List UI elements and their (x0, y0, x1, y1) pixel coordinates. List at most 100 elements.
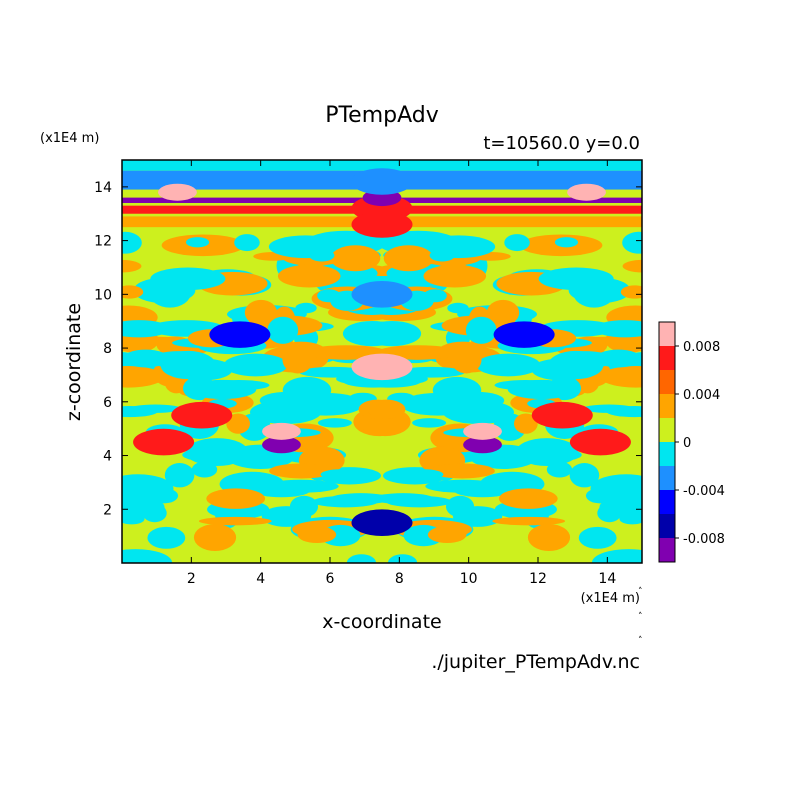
contour-patch (386, 496, 452, 507)
y-tick-label: 4 (103, 449, 112, 465)
colorbar-tick-label: 0 (683, 436, 691, 451)
contour-patch (466, 317, 497, 344)
contour-patch (555, 237, 578, 247)
colorbar-tick-label: -0.004 (683, 484, 725, 499)
tick-marker: ˄ (638, 587, 643, 597)
x-tick-label: 6 (326, 571, 335, 587)
colorbar-segment (659, 418, 675, 442)
colorbar-segment (659, 490, 675, 514)
contour-patch (309, 250, 334, 262)
tick-marker: ˄ (638, 612, 643, 622)
contour-patch (476, 354, 540, 377)
contour-patch (312, 496, 378, 507)
contour-patch (197, 441, 230, 463)
contour-patch (594, 320, 655, 337)
contour-patch (318, 418, 352, 427)
contour-patch (192, 462, 217, 478)
contour-patch (151, 351, 207, 369)
x-unit-label: (x1E4 m) (581, 591, 640, 606)
contour-patch (282, 345, 313, 373)
contour-patch (450, 392, 505, 409)
contour-patch (331, 245, 381, 271)
contour-patch (528, 524, 570, 551)
contour-patch (621, 285, 649, 298)
contour-patch (495, 380, 557, 390)
colorbar-tick-label: -0.008 (683, 532, 725, 547)
colorbar-tick-label: 0.004 (683, 388, 720, 403)
contour-patch (622, 232, 656, 254)
contour-patch (412, 418, 446, 427)
contour-patch (165, 463, 195, 487)
contour-patch (570, 463, 600, 487)
contour-patch (206, 488, 265, 508)
contour-patch (430, 250, 455, 262)
contour-patch (224, 354, 288, 377)
contour-feature (351, 281, 412, 308)
contour-patch (446, 496, 474, 518)
colorbar-segment (659, 346, 675, 370)
contour-patch (586, 488, 614, 503)
x-tick-label: 2 (187, 571, 196, 587)
contour-patch (404, 469, 444, 480)
contour-patch (295, 303, 316, 314)
contour-patch (384, 245, 434, 271)
contour-feature (351, 211, 412, 238)
contour-feature (351, 354, 412, 381)
contour-patch (234, 234, 259, 251)
contour-patch (207, 380, 269, 390)
contour-patch (108, 232, 142, 254)
contour-patch (504, 234, 529, 251)
colorbar-segment (659, 394, 675, 418)
contour-patch (290, 496, 318, 518)
contour-patch (447, 303, 468, 314)
contour-patch (547, 462, 572, 478)
y-tick-label: 8 (103, 341, 112, 357)
contour-patch (533, 441, 566, 463)
colorbar-segment (659, 322, 675, 346)
y-tick-label: 6 (103, 395, 112, 411)
contour-patch (150, 488, 178, 503)
source-filename: ./jupiter_PTempAdv.nc (431, 651, 640, 673)
x-axis-label: x-coordinate (322, 611, 441, 633)
contour-field (85, 160, 680, 576)
contour-patch (199, 517, 272, 526)
colorbar-tick-label: 0.008 (683, 340, 720, 355)
y-tick-label: 10 (94, 287, 112, 303)
contour-patch (557, 351, 613, 369)
contour-patch (278, 265, 341, 288)
contour-patch (573, 278, 615, 307)
chart-subtitle: t=10560.0 y=0.0 (483, 133, 640, 154)
contour-feature (158, 184, 197, 201)
tick-marker: ˄ (638, 636, 643, 646)
contour-patch (367, 400, 405, 419)
y-unit-label: (x1E4 m) (40, 131, 99, 146)
contour-patch (267, 317, 298, 344)
contour-patch (451, 345, 482, 373)
contour-patch (424, 265, 487, 288)
x-tick-label: 12 (529, 571, 547, 587)
contour-feature (133, 429, 194, 456)
contour-patch (597, 504, 621, 522)
contour-feature (463, 423, 502, 440)
contour-patch (579, 527, 617, 549)
colorbar-segment (659, 466, 675, 490)
contour-feature (171, 402, 232, 429)
contour-patch (499, 488, 558, 508)
contour-patch (143, 504, 167, 522)
colorbar-segment (659, 538, 675, 562)
contour-patch (186, 237, 209, 247)
contour-patch (297, 526, 336, 543)
contour-patch (260, 392, 315, 409)
small-markers: ˄ ˄ ˄ (638, 587, 643, 646)
x-tick-label: 8 (395, 571, 404, 587)
contour-patch (108, 320, 169, 337)
x-tick-label: 10 (460, 571, 478, 587)
chart-title: PTempAdv (325, 103, 439, 128)
contour-patch (492, 517, 565, 526)
contour-feature (570, 429, 631, 456)
contour-patch (147, 527, 185, 549)
y-tick-label: 14 (94, 180, 112, 196)
colorbar-segment (659, 514, 675, 538)
y-tick-label: 12 (94, 234, 112, 250)
